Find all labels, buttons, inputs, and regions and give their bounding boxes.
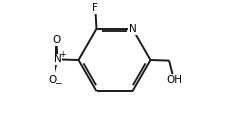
Text: OH: OH bbox=[166, 75, 182, 85]
Text: O: O bbox=[52, 35, 60, 45]
Text: +: + bbox=[59, 50, 66, 59]
Text: O: O bbox=[48, 75, 56, 85]
Text: N: N bbox=[54, 54, 61, 64]
Text: N: N bbox=[129, 24, 136, 34]
Text: F: F bbox=[92, 3, 98, 13]
Text: −: − bbox=[54, 78, 61, 87]
